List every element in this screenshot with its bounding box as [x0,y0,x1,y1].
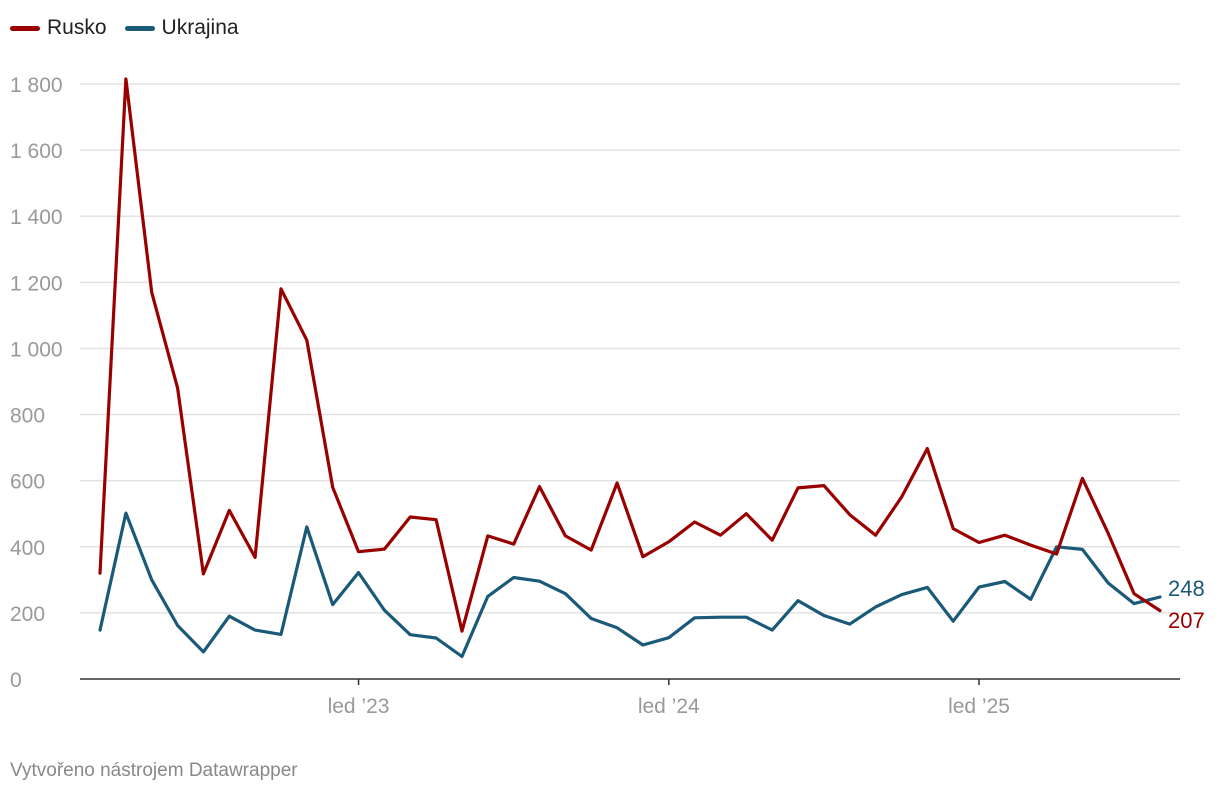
series-line-rusko [98,77,1162,633]
legend-label-ukrajina: Ukrajina [161,16,239,39]
y-tick-label: 600 [10,471,45,494]
series-lines [98,77,1162,659]
y-tick-label: 800 [10,405,45,428]
end-label-rusko: 207 [1168,608,1205,633]
legend-item-ukrajina: Ukrajina [124,16,239,40]
legend-label-rusko: Rusko [47,16,107,39]
y-tick-label: 1 000 [10,338,63,361]
series-line-ukrajina [98,511,1162,659]
y-tick-label: 1 400 [10,206,63,229]
y-tick-label: 1 800 [10,74,63,97]
y-tick-label: 0 [10,669,22,692]
legend-swatch-ukrajina [124,25,155,31]
x-tick-label: led ’23 [328,695,390,718]
end-label-ukrajina: 248 [1168,576,1205,601]
y-tick-label: 1 200 [10,272,63,295]
x-tick-label: led ’24 [638,695,700,718]
legend: Rusko Ukrajina [10,16,257,40]
y-tick-label: 200 [10,603,45,626]
x-axis-ticks: led ’23 led ’24 led ’25 [328,679,1010,718]
x-tick-label: led ’25 [948,695,1010,718]
gridlines [80,83,1180,614]
y-tick-label: 1 600 [10,140,63,163]
legend-item-rusko: Rusko [10,16,107,40]
footer-credit: Vytvořeno nástrojem Datawrapper [10,760,298,781]
y-tick-label: 400 [10,537,45,560]
y-axis-ticks: 0 200 400 600 800 1 000 1 200 1 400 1 600 1 800 [10,74,63,692]
legend-swatch-rusko [10,25,40,31]
